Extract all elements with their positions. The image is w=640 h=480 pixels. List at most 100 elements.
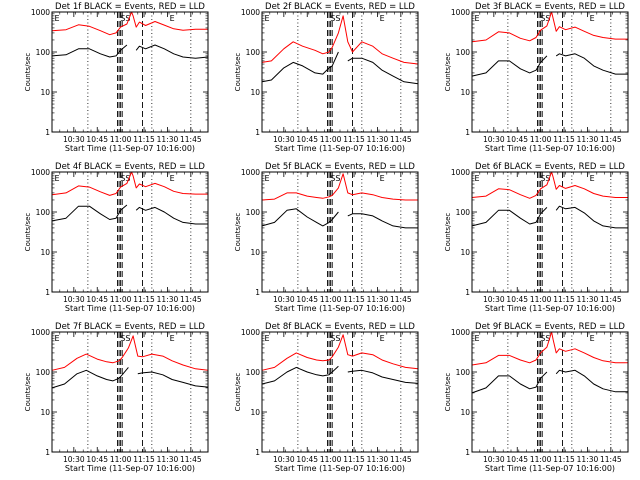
- x-tick-label: 11:30: [157, 455, 179, 464]
- x-tick-label: 11:30: [577, 135, 599, 144]
- x-tick-label: 10:30: [63, 295, 85, 304]
- panel-6: Det 6f BLACK = Events, RED = LLD 1 10 100 10…: [444, 162, 629, 313]
- y-tick-label: 1000: [451, 168, 470, 177]
- x-tick-label: 11:30: [367, 455, 389, 464]
- plot-frame: [261, 11, 419, 133]
- plot-frame: [261, 331, 419, 453]
- y-tick-label: 1000: [241, 168, 260, 177]
- x-axis-label: Start Time (11-Sep-07 10:16:00): [65, 464, 195, 473]
- plot-frame: [51, 11, 209, 133]
- plot-frame: [261, 171, 419, 293]
- y-tick-label: 1: [45, 128, 50, 137]
- x-tick-label: 11:30: [367, 295, 389, 304]
- x-tick-label: 10:30: [273, 295, 295, 304]
- x-tick-label: 10:45: [86, 295, 108, 304]
- y-tick-label: 100: [456, 48, 471, 57]
- y-tick-label: 1: [45, 288, 50, 297]
- x-tick-label: 11:15: [553, 455, 575, 464]
- top-marker: E: [54, 14, 59, 23]
- y-tick-label: 1: [255, 128, 260, 137]
- panel-title: Det 6f BLACK = Events, RED = LLD: [475, 162, 625, 172]
- y-tick-label: 10: [250, 88, 260, 97]
- x-tick-label: 11:30: [157, 135, 179, 144]
- top-marker: E: [474, 14, 479, 23]
- y-tick-label: 100: [246, 208, 261, 217]
- x-tick-label: 11:00: [530, 455, 552, 464]
- x-tick-label: 10:45: [506, 135, 528, 144]
- x-tick-label: 10:30: [63, 455, 85, 464]
- plot-frame: [471, 11, 629, 133]
- x-tick-label: 11:30: [577, 295, 599, 304]
- x-tick-label: 11:00: [110, 135, 132, 144]
- y-axis-label: Counts/sec: [234, 53, 242, 92]
- y-tick-label: 10: [40, 248, 50, 257]
- y-tick-label: 1: [465, 448, 470, 457]
- y-tick-label: 100: [456, 208, 471, 217]
- y-tick-label: 10: [460, 88, 470, 97]
- y-axis-label: Counts/sec: [24, 53, 32, 92]
- lld-series-line: [261, 334, 419, 371]
- panel-4: Det 4f BLACK = Events, RED = LLD 1 10 100 10…: [24, 162, 209, 313]
- top-marker: E: [264, 14, 269, 23]
- plot-frame: [51, 331, 209, 453]
- panel-3: Det 3f BLACK = Events, RED = LLD 1 10 100 10…: [444, 2, 629, 153]
- x-tick-label: 11:00: [320, 135, 342, 144]
- panel-7: Det 7f BLACK = Events, RED = LLD 1 10 100 10…: [24, 322, 209, 473]
- top-marker: SS: [120, 334, 130, 343]
- events-series-line: [261, 365, 419, 385]
- x-tick-label: 11:30: [157, 295, 179, 304]
- y-tick-label: 100: [456, 368, 471, 377]
- x-tick-label: 10:30: [273, 455, 295, 464]
- panel-5: Det 5f BLACK = Events, RED = LLD 1 10 100 10…: [234, 162, 419, 313]
- events-series-line: [51, 204, 208, 225]
- x-tick-label: 11:15: [133, 135, 155, 144]
- events-series-line: [51, 44, 209, 59]
- top-marker: E: [474, 334, 479, 343]
- y-tick-label: 1000: [241, 8, 260, 17]
- top-marker: SS: [120, 14, 130, 23]
- x-axis-label: Start Time (11-Sep-07 10:16:00): [485, 464, 615, 473]
- x-axis-label: Start Time (11-Sep-07 10:16:00): [485, 144, 615, 153]
- y-tick-label: 1000: [241, 328, 260, 337]
- top-marker: E: [54, 334, 59, 343]
- y-axis-label: Counts/sec: [234, 213, 242, 252]
- y-axis-label: Counts/sec: [24, 373, 32, 412]
- x-tick-label: 10:30: [483, 135, 505, 144]
- x-tick-label: 11:15: [133, 455, 155, 464]
- lld-series-line: [261, 15, 419, 65]
- panel-8: Det 8f BLACK = Events, RED = LLD 1 10 100 10…: [234, 322, 419, 473]
- y-tick-label: 10: [250, 248, 260, 257]
- panel-2: Det 2f BLACK = Events, RED = LLD 1 10 100 10…: [234, 2, 419, 153]
- x-tick-label: 10:45: [86, 135, 108, 144]
- y-tick-label: 1: [465, 128, 470, 137]
- x-axis-label: Start Time (11-Sep-07 10:16:00): [65, 304, 195, 313]
- y-tick-label: 10: [460, 248, 470, 257]
- y-tick-label: 10: [460, 408, 470, 417]
- x-tick-label: 11:30: [577, 455, 599, 464]
- top-marker: SS: [120, 174, 130, 183]
- plot-frame: [471, 331, 629, 453]
- x-tick-label: 11:15: [553, 135, 575, 144]
- y-tick-label: 10: [250, 408, 260, 417]
- top-marker: E: [170, 174, 175, 183]
- top-marker: E: [590, 334, 595, 343]
- x-tick-label: 11:00: [320, 455, 342, 464]
- panel-title: Det 2f BLACK = Events, RED = LLD: [265, 2, 415, 12]
- y-tick-label: 1: [255, 448, 260, 457]
- y-tick-label: 100: [246, 368, 261, 377]
- top-marker: E: [264, 334, 269, 343]
- x-axis-label: Start Time (11-Sep-07 10:16:00): [275, 304, 405, 313]
- x-tick-label: 11:30: [367, 135, 389, 144]
- x-axis-label: Start Time (11-Sep-07 10:16:00): [275, 464, 405, 473]
- top-marker: SS: [330, 334, 340, 343]
- events-series-line: [471, 369, 628, 394]
- lld-series-line: [471, 171, 628, 199]
- top-marker: E: [380, 334, 385, 343]
- x-tick-label: 11:00: [530, 295, 552, 304]
- x-tick-label: 11:15: [343, 455, 365, 464]
- plot-frame: [51, 171, 209, 293]
- top-marker: E: [170, 334, 175, 343]
- x-tick-label: 11:45: [180, 295, 202, 304]
- x-tick-label: 10:45: [296, 135, 318, 144]
- top-marker: E: [590, 174, 595, 183]
